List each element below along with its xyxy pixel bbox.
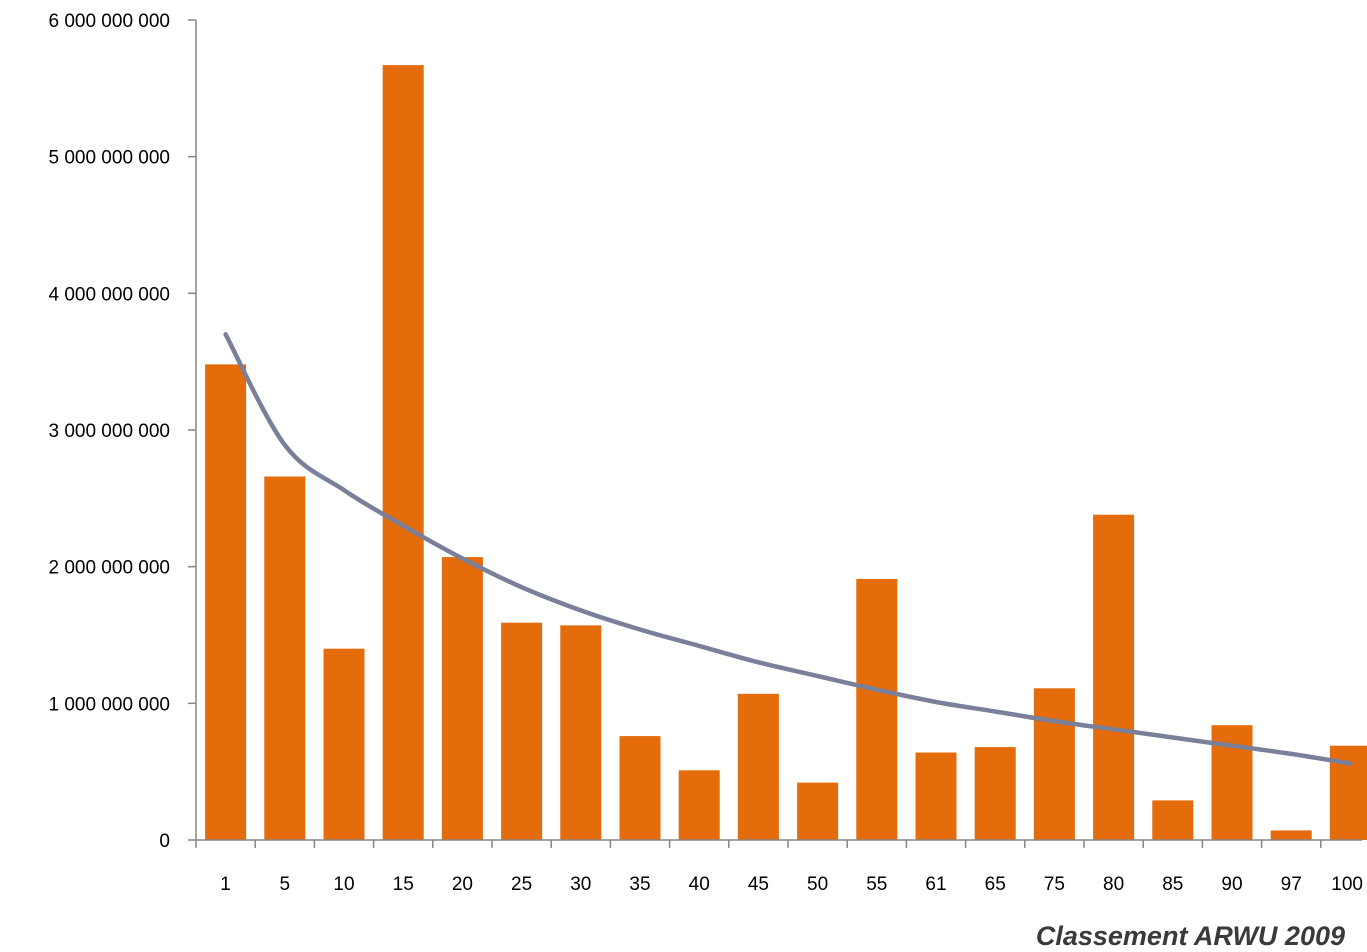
y-tick-label: 3 000 000 000 — [48, 421, 170, 442]
bar-55 — [856, 579, 898, 840]
bar-65 — [974, 747, 1016, 840]
bar-20 — [441, 557, 483, 840]
y-tick-labels: 0 1 000 000 000 2 000 000 000 3 000 000 000… — [48, 11, 170, 852]
x-tick-label: 35 — [629, 874, 650, 895]
bar-45 — [737, 693, 779, 840]
x-tick-label: 1 — [220, 874, 231, 895]
bar-1 — [205, 364, 247, 840]
x-tick-label: 75 — [1044, 874, 1065, 895]
bar-35 — [619, 736, 661, 840]
x-tick-label: 100 — [1331, 874, 1363, 895]
bar-85 — [1152, 800, 1194, 840]
bar-80 — [1093, 514, 1135, 840]
x-tick-label: 65 — [985, 874, 1006, 895]
axes-group — [188, 19, 1362, 848]
x-tick-label: 30 — [570, 874, 591, 895]
y-tick-label: 2 000 000 000 — [48, 558, 170, 579]
bar-61 — [915, 752, 957, 840]
bar-97 — [1270, 830, 1312, 840]
bar-75 — [1033, 688, 1075, 840]
bar-10 — [323, 648, 365, 840]
x-tick-label: 61 — [925, 874, 946, 895]
x-axis-title: Classement ARWU 2009 — [1036, 921, 1345, 951]
x-tick-label: 10 — [333, 874, 354, 895]
x-tick-label: 80 — [1103, 874, 1124, 895]
bar-30 — [560, 625, 602, 840]
bars-group — [205, 65, 1367, 841]
y-tick-label: 4 000 000 000 — [48, 284, 170, 305]
x-tick-labels: 1 5 10 15 20 25 30 35 40 45 50 55 61 65 75 80 85 90 97 100 — [220, 874, 1363, 895]
x-tick-label: 25 — [511, 874, 532, 895]
bar-40 — [678, 770, 720, 840]
y-tick-label: 6 000 000 000 — [48, 11, 170, 32]
x-tick-label: 97 — [1281, 874, 1302, 895]
x-tick-label: 5 — [280, 874, 291, 895]
x-tick-label: 15 — [393, 874, 414, 895]
y-tick-label: 5 000 000 000 — [48, 148, 170, 169]
bar-15 — [382, 65, 424, 841]
x-tick-label: 85 — [1162, 874, 1183, 895]
x-tick-label: 55 — [866, 874, 887, 895]
bar-50 — [797, 782, 839, 840]
trendline — [223, 332, 1353, 766]
x-tick-label: 40 — [689, 874, 710, 895]
x-tick-label: 45 — [748, 874, 769, 895]
x-tick-label: 90 — [1221, 874, 1242, 895]
x-tick-label: 20 — [452, 874, 473, 895]
bar-5 — [264, 476, 306, 840]
y-tick-label: 1 000 000 000 — [48, 694, 170, 715]
bar-25 — [501, 622, 543, 840]
y-tick-label: 0 — [159, 831, 170, 852]
x-tick-label: 50 — [807, 874, 828, 895]
